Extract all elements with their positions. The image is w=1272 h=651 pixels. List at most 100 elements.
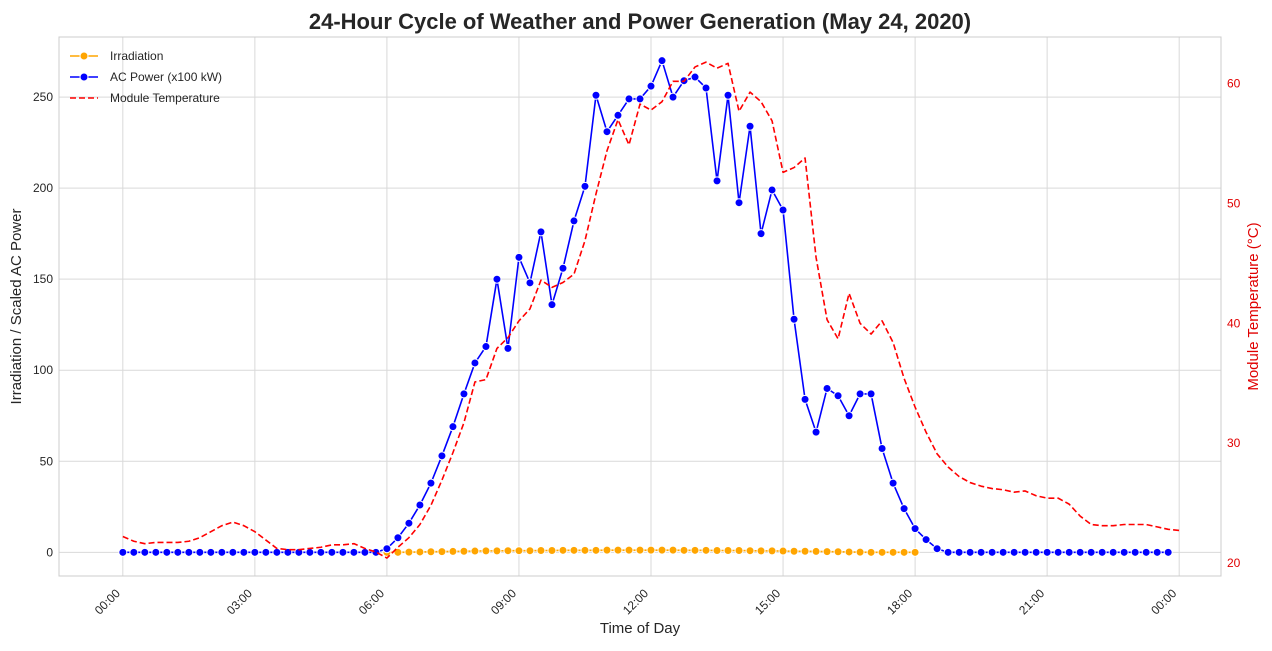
irradiation-point	[503, 546, 513, 556]
ac-power-x100-kw-point	[184, 547, 194, 557]
y-tick-label: 50	[40, 454, 54, 468]
ac-power-x100-kw-point	[833, 391, 843, 401]
legend-swatch-marker	[79, 72, 89, 82]
ac-power-x100-kw-point	[118, 547, 128, 557]
ac-power-x100-kw-point	[1119, 547, 1129, 557]
ac-power-x100-kw-point	[734, 198, 744, 208]
irradiation-point	[459, 546, 469, 556]
ac-power-x100-kw-point	[151, 547, 161, 557]
ac-power-x100-kw-point	[162, 547, 172, 557]
ac-power-x100-kw-point	[173, 547, 183, 557]
ac-power-x100-kw-point	[228, 547, 238, 557]
ac-power-x100-kw-point	[580, 181, 590, 191]
irradiation-point	[404, 547, 414, 557]
ac-power-x100-kw-point	[877, 444, 887, 454]
ac-power-x100-kw-point	[987, 547, 997, 557]
y-tick-label: 100	[33, 363, 53, 377]
ac-power-x100-kw-point	[525, 278, 535, 288]
ac-power-x100-kw-point	[316, 547, 326, 557]
chart-title: 24-Hour Cycle of Weather and Power Gener…	[309, 9, 971, 34]
ac-power-x100-kw-point	[1130, 547, 1140, 557]
series-layer	[118, 56, 1180, 559]
ac-power-x100-kw-point	[921, 535, 931, 545]
ac-power-x100-kw-point	[437, 451, 447, 461]
irradiation-point	[591, 545, 601, 555]
irradiation-point	[580, 545, 590, 555]
ac-power-x100-kw-point	[690, 72, 700, 82]
legend-entry-label: AC Power (x100 kW)	[110, 70, 222, 84]
irradiation-point	[525, 546, 535, 556]
ac-power-x100-kw-point	[349, 547, 359, 557]
ac-power-x100-kw-point	[723, 90, 733, 100]
ac-power-x100-kw-point	[481, 342, 491, 352]
irradiation-point	[558, 545, 568, 555]
ac-power-x100-kw-point	[338, 547, 348, 557]
ac-power-x100-kw-point	[217, 547, 227, 557]
irradiation-point	[789, 546, 799, 556]
ac-power-x100-kw-point	[712, 176, 722, 186]
ac-power-x100-kw-point	[514, 252, 524, 262]
ac-power-x100-kw-point	[393, 533, 403, 543]
ac-power-x100-kw-point	[195, 547, 205, 557]
y2-axis-label: Module Temperature (°C)	[1245, 222, 1262, 390]
legend-entry-label: Irradiation	[110, 49, 163, 63]
ac-power-x100-kw-point	[778, 205, 788, 215]
y-tick-label: 200	[33, 181, 53, 195]
irradiation-point	[602, 545, 612, 555]
ac-power-x100-kw-point	[767, 185, 777, 195]
ac-power-x100-kw-point	[1152, 547, 1162, 557]
legend-swatch-marker	[79, 51, 89, 61]
irradiation-point	[690, 545, 700, 555]
ac-power-x100-kw-point	[1163, 547, 1173, 557]
ac-power-x100-kw-point	[1009, 547, 1019, 557]
ac-power-x100-kw-point	[459, 389, 469, 399]
irradiation-point	[778, 546, 788, 556]
irradiation-point	[393, 547, 403, 557]
irradiation-point	[536, 546, 546, 556]
irradiation-point	[547, 546, 557, 556]
y-tick-label: 150	[33, 272, 53, 286]
ac-power-x100-kw-point	[470, 358, 480, 368]
irradiation-point	[822, 547, 832, 557]
ac-power-x100-kw-point	[668, 92, 678, 102]
irradiation-point	[910, 547, 920, 557]
irradiation-point	[492, 546, 502, 556]
ac-power-x100-kw-point	[910, 524, 920, 534]
ac-power-x100-kw-point	[591, 90, 601, 100]
irradiation-point	[844, 547, 854, 557]
ac-power-x100-kw-point	[426, 478, 436, 488]
irradiation-point	[745, 546, 755, 556]
ac-power-x100-kw-point	[602, 127, 612, 137]
irradiation-point	[723, 546, 733, 556]
ac-power-x100-kw-point	[569, 216, 579, 226]
ac-power-x100-kw-point	[888, 478, 898, 488]
ac-power-x100-kw-point	[360, 547, 370, 557]
y2-tick-label: 30	[1227, 436, 1241, 450]
ac-power-x100-kw-point	[789, 314, 799, 324]
irradiation-point	[415, 547, 425, 557]
irradiation-point	[888, 547, 898, 557]
irradiation-point	[470, 546, 480, 556]
irradiation-point	[646, 545, 656, 555]
irradiation-point	[657, 545, 667, 555]
ac-power-x100-kw-point	[1075, 547, 1085, 557]
ac-power-x100-kw-point	[635, 94, 645, 104]
ac-power-x100-kw-point	[1020, 547, 1030, 557]
ac-power-x100-kw-point	[382, 544, 392, 554]
ac-power-x100-kw-point	[1042, 547, 1052, 557]
ac-power-x100-kw-point	[1064, 547, 1074, 557]
ac-power-x100-kw-point	[492, 274, 502, 284]
ac-power-x100-kw-point	[932, 544, 942, 554]
legend-entry-label: Module Temperature	[110, 91, 220, 105]
ac-power-x100-kw-point	[800, 394, 810, 404]
ac-power-x100-kw-point	[503, 343, 513, 353]
ac-power-x100-kw-point	[448, 422, 458, 432]
ac-power-x100-kw-point	[1086, 547, 1096, 557]
ac-power-x100-kw-point	[371, 547, 381, 557]
irradiation-point	[635, 545, 645, 555]
ac-power-x100-kw-point	[327, 547, 337, 557]
ac-power-x100-kw-point	[976, 547, 986, 557]
ac-power-x100-kw-point	[272, 547, 282, 557]
